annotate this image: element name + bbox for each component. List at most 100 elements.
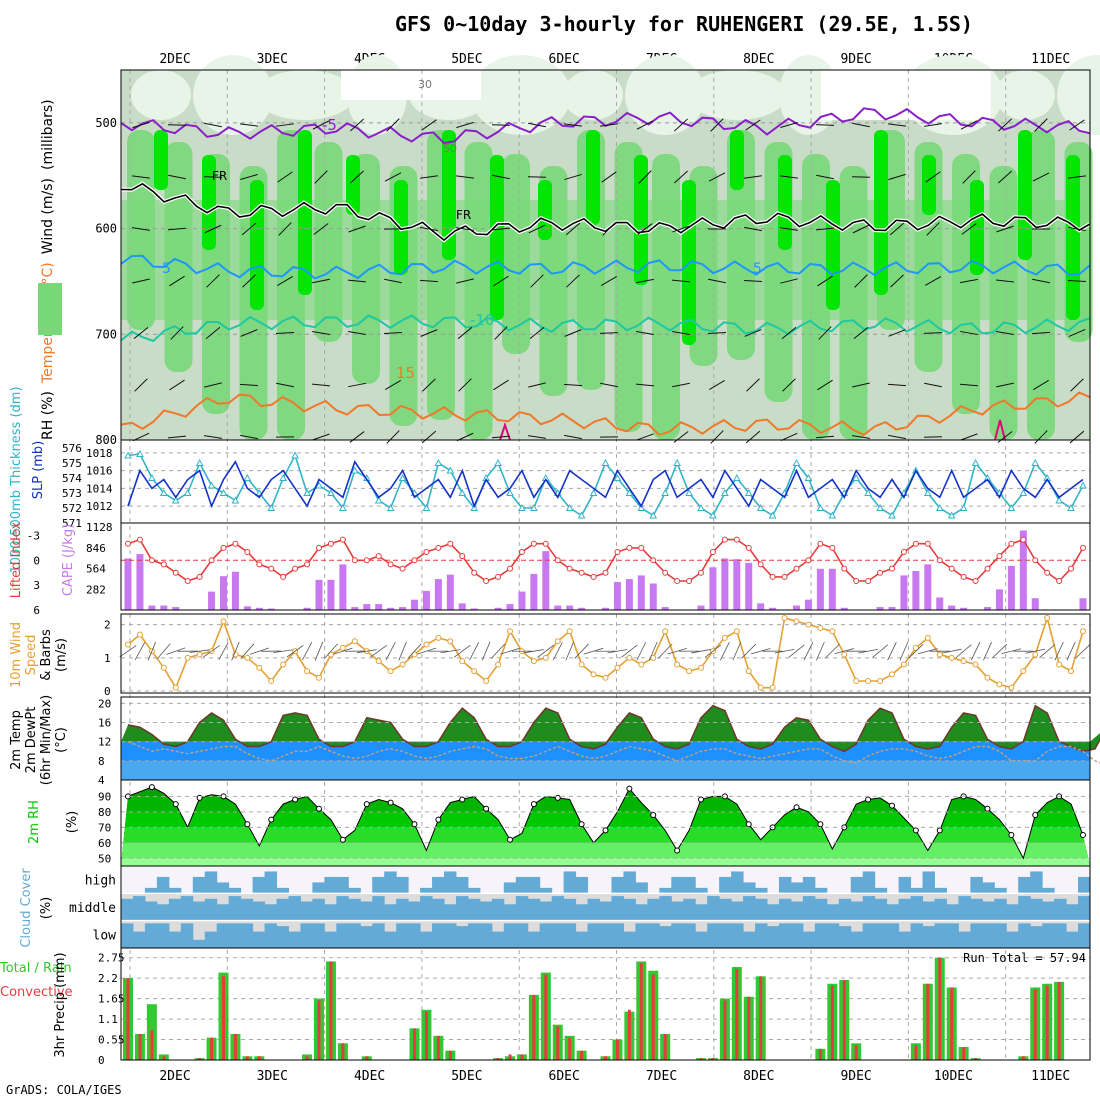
wind-speed-line-point bbox=[877, 678, 884, 685]
cloud-bar-low bbox=[862, 923, 876, 948]
thickness-line-point bbox=[327, 488, 335, 496]
wind-speed-line-point bbox=[912, 644, 919, 651]
wind-barb bbox=[996, 331, 1014, 335]
lifted-index-line-point bbox=[196, 573, 203, 580]
cape-bar bbox=[136, 554, 144, 610]
cloud-bar-low bbox=[527, 931, 541, 948]
cloud-bar-low bbox=[180, 923, 194, 948]
wind-speed-line-point bbox=[483, 678, 490, 685]
wind-barb-10m bbox=[834, 648, 855, 655]
thickness-line-point bbox=[243, 473, 252, 481]
lifted-index-line-point bbox=[566, 565, 573, 572]
lifted-index-line-point bbox=[1020, 536, 1027, 543]
cloud-bar-middle bbox=[587, 898, 601, 921]
wind-barb bbox=[169, 275, 185, 287]
lifted-index-line-point bbox=[733, 536, 740, 543]
cloud-bar-middle bbox=[946, 904, 959, 921]
wind-barb bbox=[564, 434, 582, 440]
cloud-bar-high bbox=[168, 887, 182, 894]
wind-barb bbox=[960, 120, 978, 130]
cloud-bar-middle bbox=[958, 896, 971, 921]
rh-point bbox=[602, 827, 609, 834]
wind-tick-label: 1 bbox=[104, 652, 111, 665]
wind-barb bbox=[565, 222, 581, 236]
wind-barb-10m bbox=[249, 647, 269, 655]
cloud-bar-middle bbox=[420, 896, 433, 921]
precip-convective-bar bbox=[162, 1056, 166, 1060]
rh-saturated-column bbox=[538, 180, 552, 240]
cape-bar bbox=[518, 591, 526, 610]
cloud-bar-high bbox=[922, 871, 935, 894]
rh-tick-label: 60 bbox=[98, 837, 111, 850]
li-tick-label: 6 bbox=[33, 604, 40, 617]
wind-barb-10m bbox=[648, 641, 658, 661]
cloud-bar-high bbox=[324, 876, 337, 894]
wind-barb bbox=[456, 278, 474, 284]
wind-speed-line-point bbox=[304, 668, 311, 675]
wind-barb bbox=[599, 332, 619, 334]
thickness-line-point bbox=[709, 511, 717, 519]
wind-barb-10m bbox=[788, 644, 805, 658]
cloud-bar-high bbox=[850, 876, 864, 894]
thickness-line-point bbox=[828, 511, 837, 519]
cloud-bar-middle bbox=[132, 896, 146, 921]
wind-barb bbox=[492, 174, 510, 180]
wind-barb bbox=[962, 170, 976, 184]
precip-convective-bar bbox=[615, 1039, 619, 1060]
cloud-bar-low bbox=[874, 923, 888, 948]
rh-saturated-column bbox=[442, 130, 456, 260]
wind-barb bbox=[782, 378, 796, 392]
wind-barb bbox=[240, 434, 258, 440]
contour-label: 5 bbox=[162, 261, 171, 277]
wind-speed-line-point bbox=[662, 628, 669, 635]
wind-barb bbox=[527, 176, 547, 178]
rh-tick-label: 70 bbox=[98, 821, 111, 834]
cape-bar bbox=[303, 607, 311, 610]
cloud-bar-low bbox=[707, 923, 720, 948]
chart-title: GFS 0~10day 3-hourly for RUHENGERI (29.5… bbox=[395, 12, 973, 36]
cape-bar bbox=[1019, 530, 1027, 610]
wind-barb bbox=[672, 225, 690, 233]
wind-ylabel: 10m WindSpeed& Barbs(m/s) bbox=[9, 622, 69, 688]
precip-convective-bar bbox=[520, 1054, 524, 1060]
wind-barb bbox=[528, 122, 546, 128]
wind-barb bbox=[600, 276, 618, 286]
wind-barb-10m bbox=[565, 641, 574, 661]
precip-convective-bar bbox=[329, 961, 333, 1060]
wind-barb-10m bbox=[816, 641, 825, 661]
cloud-bar-high bbox=[156, 876, 170, 894]
cloud-bar-middle bbox=[180, 896, 194, 921]
wind-barb bbox=[493, 379, 509, 391]
wind-speed-line-point bbox=[996, 681, 1003, 688]
cloud-bar-middle bbox=[778, 898, 792, 921]
wind-speed-line-point bbox=[1044, 615, 1051, 621]
thickness-line-point bbox=[494, 458, 502, 466]
rh-pale-region bbox=[995, 70, 1055, 120]
wind-barb bbox=[347, 279, 367, 283]
wind-speed-line-point bbox=[459, 658, 466, 665]
cloud-bar-low bbox=[611, 923, 624, 948]
cloud-bar-middle bbox=[264, 904, 278, 921]
wind-tick-label: 2 bbox=[104, 619, 111, 632]
cape-bar bbox=[613, 582, 621, 610]
wind-barb-10m bbox=[704, 644, 722, 658]
cape-bar bbox=[411, 599, 418, 610]
cloud-bar-low bbox=[121, 923, 134, 948]
rh-saturated-column bbox=[586, 130, 600, 225]
thickness-line-point bbox=[935, 503, 944, 511]
thickness-line-point bbox=[732, 473, 741, 481]
wind-barb bbox=[852, 382, 870, 388]
cloud-bar-middle bbox=[121, 898, 134, 921]
cloud-bar-middle bbox=[826, 904, 840, 921]
cloud-bar-middle bbox=[814, 898, 828, 921]
precip-convective-bar bbox=[854, 1045, 858, 1060]
wind-barb bbox=[671, 279, 691, 283]
cape-bar bbox=[995, 589, 1003, 610]
wind-barb bbox=[887, 383, 907, 387]
precip-convective-bar bbox=[1045, 985, 1049, 1060]
cloud-bar-low bbox=[1066, 931, 1079, 948]
lifted-index-line-point bbox=[889, 565, 895, 572]
cloud-bar-low bbox=[276, 926, 289, 948]
cape-bar bbox=[255, 607, 263, 610]
cloud-bar-low bbox=[384, 931, 397, 948]
